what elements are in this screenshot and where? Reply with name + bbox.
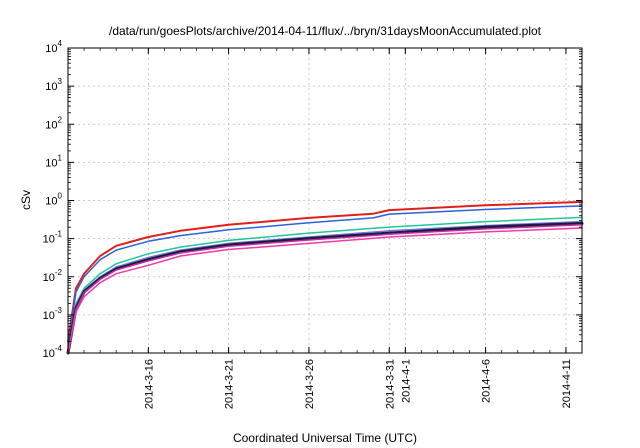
- x-tick-label: 2014-3-16: [143, 359, 155, 409]
- y-tick-label: 103: [45, 77, 62, 93]
- y-tick-label: 101: [45, 153, 62, 169]
- x-tick-label: 2014-4-1: [400, 359, 412, 403]
- y-tick-label: 10-2: [43, 268, 63, 284]
- series-line-1: [67, 200, 583, 343]
- series-line-7: [67, 227, 583, 354]
- y-tick-label: 100: [45, 192, 62, 208]
- x-tick-label: 2014-4-11: [561, 359, 573, 408]
- x-tick-labels: 2014-3-16 2014-3-21 2014-3-26 2014-3-31 2014…: [143, 359, 573, 409]
- x-tick-label: 2014-4-6: [481, 359, 493, 403]
- y-tick-label: 10-1: [43, 230, 63, 246]
- series-line-6: [67, 224, 583, 354]
- x-tick-label: 2014-3-21: [224, 359, 236, 409]
- x-tick-label: 2014-3-26: [304, 359, 316, 409]
- y-axis-label: cSv: [19, 190, 33, 210]
- series-line-2: [67, 205, 583, 348]
- y-tick-labels: 10-4 10-3 10-2 10-1 100 101 102 103 104: [43, 39, 63, 360]
- ticks: [67, 47, 583, 354]
- y-tick-label: 10-3: [43, 306, 63, 322]
- series-line-3: [67, 216, 583, 354]
- y-tick-label: 104: [45, 39, 62, 55]
- grid: [68, 48, 582, 353]
- series-layer: [66, 200, 584, 355]
- x-axis-label: Coordinated Universal Time (UTC): [233, 431, 417, 445]
- series-line-4: [67, 220, 583, 354]
- chart-title: /data/run/goesPlots/archive/2014-04-11/f…: [109, 24, 542, 38]
- y-tick-label: 102: [45, 115, 62, 131]
- y-tick-label: 10-4: [43, 344, 63, 360]
- x-tick-label: 2014-3-31: [384, 359, 396, 409]
